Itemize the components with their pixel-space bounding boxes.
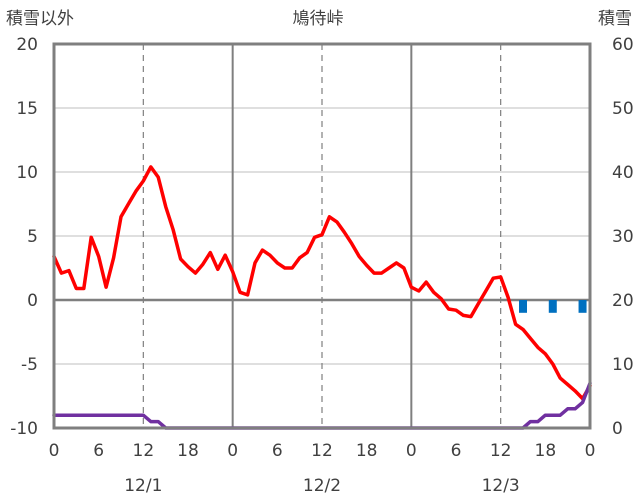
x-tick-label: 18 [177, 441, 199, 461]
right-tick-label: 40 [612, 163, 634, 183]
bar-mark [578, 300, 587, 313]
x-tick-label: 18 [356, 441, 378, 461]
left-tick-label: -5 [21, 355, 38, 375]
x-tick-label: 0 [585, 441, 596, 461]
chart-title: 鳩待峠 [293, 9, 344, 29]
x-tick-label: 0 [227, 441, 238, 461]
x-tick-label: 6 [451, 441, 462, 461]
date-label: 12/1 [124, 476, 162, 496]
series-line-0 [52, 165, 592, 401]
x-tick-label: 0 [406, 441, 417, 461]
left-tick-label: 0 [27, 291, 38, 311]
right-tick-label: 30 [612, 227, 634, 247]
x-tick-label: 0 [49, 441, 60, 461]
bar-mark [548, 300, 557, 313]
right-tick-label: 20 [612, 291, 634, 311]
left-tick-label: 5 [27, 227, 38, 247]
x-tick-label: 18 [535, 441, 557, 461]
date-labels: 12/1 12/2 12/3 [124, 476, 520, 496]
x-tick-label: 12 [311, 441, 333, 461]
left-axis-title: 積雪以外 [6, 9, 74, 29]
x-tick-label: 6 [272, 441, 283, 461]
x-tick-label: 6 [93, 441, 104, 461]
right-tick-label: 50 [612, 99, 634, 119]
right-tick-label: 60 [612, 35, 634, 55]
x-axis-ticks: 0 6 12 18 0 6 12 18 0 6 12 18 0 [49, 441, 596, 461]
plot-frame [52, 42, 592, 430]
left-tick-label: 20 [16, 35, 38, 55]
left-tick-label: -10 [10, 419, 38, 439]
x-tick-label: 12 [133, 441, 155, 461]
left-tick-label: 10 [16, 163, 38, 183]
left-tick-label: 15 [16, 99, 38, 119]
right-axis-ticks: 60 50 40 30 20 10 0 [612, 35, 634, 439]
bar-mark [519, 300, 527, 313]
x-tick-label: 12 [490, 441, 512, 461]
right-axis-title: 積雪 [598, 9, 632, 29]
date-label: 12/2 [303, 476, 341, 496]
right-tick-label: 0 [612, 419, 623, 439]
left-axis-ticks: 20 15 10 5 0 -5 -10 [10, 35, 38, 439]
date-label: 12/3 [482, 476, 520, 496]
right-tick-label: 10 [612, 355, 634, 375]
